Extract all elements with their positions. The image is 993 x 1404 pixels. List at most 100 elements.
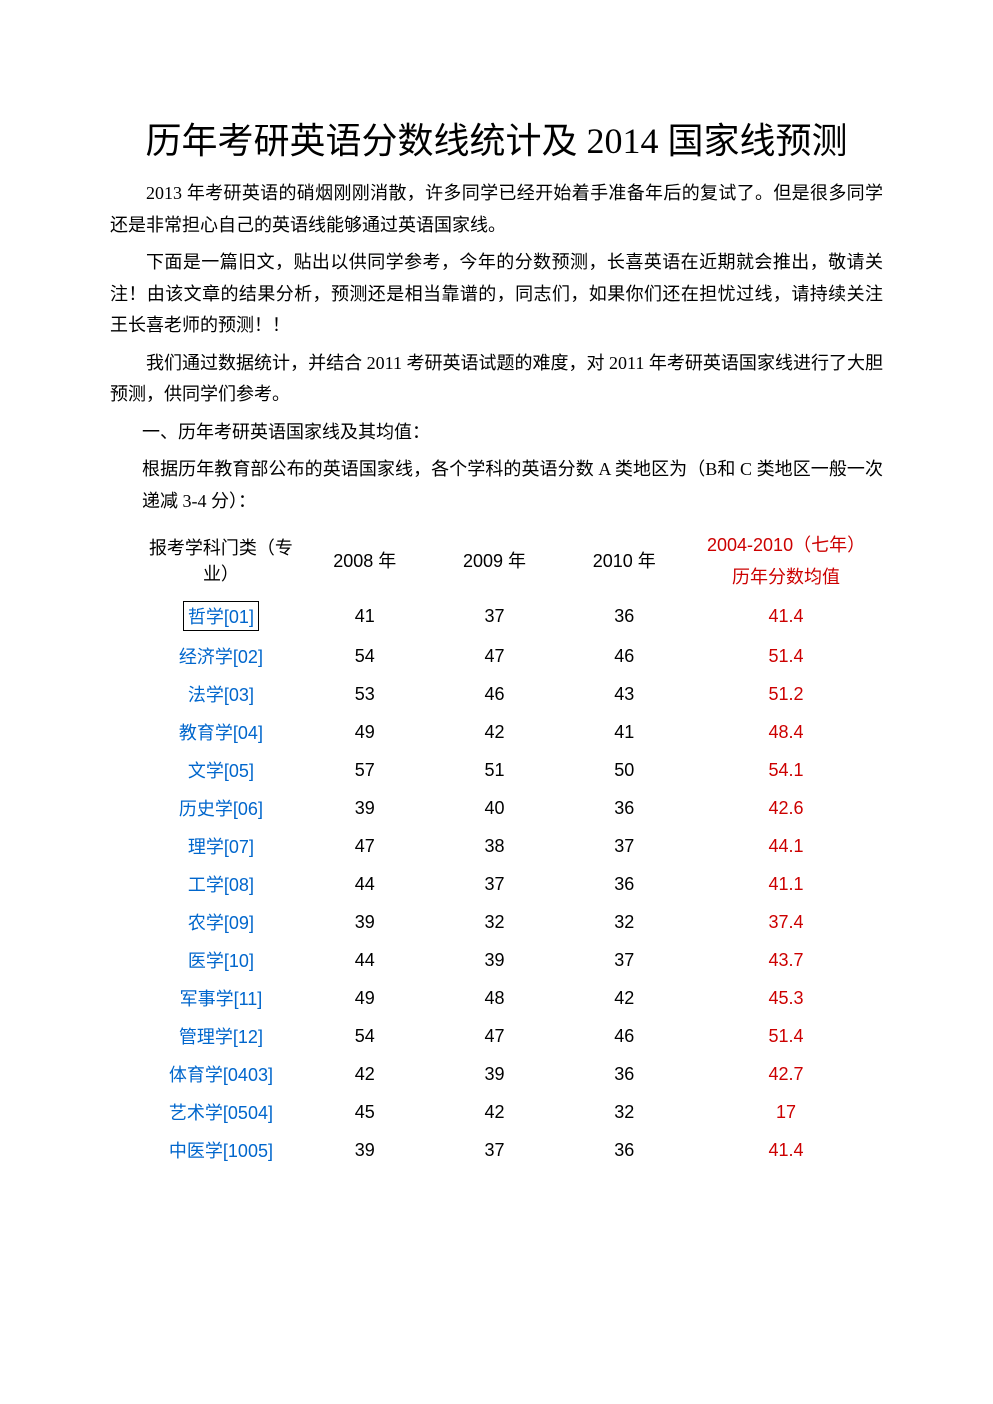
table-row: 医学[10]44393743.7 [142,941,883,979]
value-cell: 36 [559,1055,689,1093]
value-cell: 42 [430,1093,560,1131]
header-2008: 2008 年 [300,525,430,595]
subject-cell: 经济学[02] [142,637,300,675]
subject-cell: 医学[10] [142,941,300,979]
avg-cell: 41.4 [689,595,883,637]
avg-cell: 51.4 [689,1017,883,1055]
table-row: 管理学[12]54474651.4 [142,1017,883,1055]
page-title: 历年考研英语分数线统计及 2014 国家线预测 [110,114,883,168]
value-cell: 46 [430,675,560,713]
value-cell: 50 [559,751,689,789]
avg-cell: 43.7 [689,941,883,979]
value-cell: 37 [430,865,560,903]
header-avg: 2004-2010（七年） 历年分数均值 [689,525,883,595]
value-cell: 36 [559,595,689,637]
table-row: 体育学[0403]42393642.7 [142,1055,883,1093]
value-cell: 39 [300,1131,430,1169]
value-cell: 39 [300,903,430,941]
value-cell: 42 [430,713,560,751]
value-cell: 37 [430,595,560,637]
paragraph-3: 我们通过数据统计，并结合 2011 考研英语试题的难度，对 2011 年考研英语… [110,348,883,411]
value-cell: 44 [300,941,430,979]
subject-cell: 体育学[0403] [142,1055,300,1093]
value-cell: 38 [430,827,560,865]
value-cell: 46 [559,637,689,675]
avg-cell: 41.1 [689,865,883,903]
header-2009: 2009 年 [430,525,560,595]
subject-cell: 理学[07] [142,827,300,865]
subject-cell: 工学[08] [142,865,300,903]
value-cell: 36 [559,865,689,903]
table-row: 军事学[11]49484245.3 [142,979,883,1017]
avg-cell: 45.3 [689,979,883,1017]
value-cell: 51 [430,751,560,789]
table-row: 哲学[01] 41373641.4 [142,595,883,637]
subject-cell: 军事学[11] [142,979,300,1017]
value-cell: 47 [430,1017,560,1055]
value-cell: 32 [430,903,560,941]
value-cell: 46 [559,1017,689,1055]
header-avg-line2: 历年分数均值 [693,563,879,589]
table-row: 经济学[02]54474651.4 [142,637,883,675]
table-row: 教育学[04]49424148.4 [142,713,883,751]
paragraph-2: 下面是一篇旧文，贴出以供同学参考，今年的分数预测，长喜英语在近期就会推出，敬请关… [110,247,883,342]
value-cell: 39 [430,1055,560,1093]
header-avg-line1: 2004-2010（七年） [693,531,879,557]
subject-cell: 艺术学[0504] [142,1093,300,1131]
value-cell: 36 [559,789,689,827]
value-cell: 43 [559,675,689,713]
header-subject: 报考学科门类（专业） [142,525,300,595]
avg-cell: 51.2 [689,675,883,713]
subject-cell: 教育学[04] [142,713,300,751]
value-cell: 42 [559,979,689,1017]
subject-cell: 哲学[01] [142,595,300,637]
value-cell: 45 [300,1093,430,1131]
value-cell: 48 [430,979,560,1017]
value-cell: 57 [300,751,430,789]
value-cell: 42 [300,1055,430,1093]
table-row: 法学[03]53464351.2 [142,675,883,713]
scores-table: 报考学科门类（专业） 2008 年 2009 年 2010 年 2004-201… [142,525,883,1169]
selected-subject: 哲学[01] [183,601,259,631]
value-cell: 53 [300,675,430,713]
avg-cell: 42.6 [689,789,883,827]
avg-cell: 17 [689,1093,883,1131]
paragraph-1: 2013 年考研英语的硝烟刚刚消散，许多同学已经开始着手准备年后的复试了。但是很… [110,178,883,241]
value-cell: 44 [300,865,430,903]
value-cell: 37 [559,941,689,979]
value-cell: 41 [300,595,430,637]
value-cell: 37 [559,827,689,865]
document-page: 历年考研英语分数线统计及 2014 国家线预测 2013 年考研英语的硝烟刚刚消… [0,0,993,1404]
section-block: 一、历年考研英语国家线及其均值： 根据历年教育部公布的英语国家线，各个学科的英语… [110,417,883,1170]
table-row: 文学[05]57515054.1 [142,751,883,789]
table-row: 工学[08]44373641.1 [142,865,883,903]
value-cell: 47 [430,637,560,675]
avg-cell: 54.1 [689,751,883,789]
table-head: 报考学科门类（专业） 2008 年 2009 年 2010 年 2004-201… [142,525,883,595]
avg-cell: 37.4 [689,903,883,941]
value-cell: 32 [559,903,689,941]
table-row: 理学[07]47383744.1 [142,827,883,865]
subject-cell: 农学[09] [142,903,300,941]
subject-cell: 文学[05] [142,751,300,789]
avg-cell: 51.4 [689,637,883,675]
avg-cell: 44.1 [689,827,883,865]
value-cell: 47 [300,827,430,865]
table-row: 艺术学[0504]45423217 [142,1093,883,1131]
value-cell: 40 [430,789,560,827]
value-cell: 49 [300,979,430,1017]
value-cell: 39 [300,789,430,827]
header-2010: 2010 年 [559,525,689,595]
value-cell: 54 [300,1017,430,1055]
avg-cell: 41.4 [689,1131,883,1169]
subject-cell: 法学[03] [142,675,300,713]
table-row: 历史学[06]39403642.6 [142,789,883,827]
avg-cell: 48.4 [689,713,883,751]
header-row: 报考学科门类（专业） 2008 年 2009 年 2010 年 2004-201… [142,525,883,595]
avg-cell: 42.7 [689,1055,883,1093]
value-cell: 37 [430,1131,560,1169]
table-row: 中医学[1005]39373641.4 [142,1131,883,1169]
table-body: 哲学[01]41373641.4经济学[02]54474651.4法学[03]5… [142,595,883,1169]
table-row: 农学[09]39323237.4 [142,903,883,941]
value-cell: 39 [430,941,560,979]
